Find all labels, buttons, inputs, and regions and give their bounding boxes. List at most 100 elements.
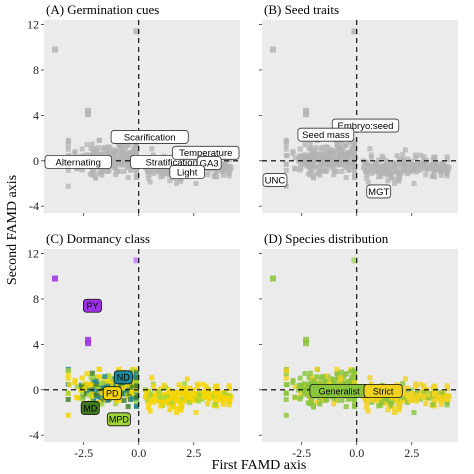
data-point: [181, 399, 186, 404]
data-point: [344, 175, 349, 180]
y-axis-title: Second FAMD axis: [5, 175, 20, 285]
data-point: [284, 397, 289, 402]
data-point: [443, 168, 448, 173]
panel-2: (B) Seed traitsEmbryo:seedSeed massUNCMG…: [259, 2, 458, 216]
data-point: [285, 382, 290, 387]
data-point: [52, 276, 58, 282]
data-point: [97, 138, 102, 143]
data-point: [292, 166, 297, 171]
data-point: [392, 406, 397, 411]
data-point: [396, 406, 401, 411]
data-point: [365, 401, 370, 406]
data-point: [403, 376, 408, 381]
y-tick-label: 8: [33, 63, 39, 77]
data-point: [175, 393, 180, 398]
data-point: [158, 174, 163, 179]
panel-title: (A) Germination cues: [46, 2, 159, 17]
data-point: [182, 381, 187, 386]
data-point: [413, 384, 418, 389]
data-point: [369, 155, 374, 160]
point-label: Generalist: [319, 386, 361, 396]
data-point: [94, 379, 99, 384]
data-point: [195, 384, 200, 389]
data-point: [66, 376, 71, 381]
data-point: [126, 404, 131, 409]
data-point: [349, 374, 354, 379]
data-point: [343, 153, 348, 158]
data-point: [82, 386, 87, 391]
data-point: [438, 398, 443, 403]
data-point: [285, 153, 290, 158]
data-point: [126, 175, 131, 180]
data-point: [411, 410, 416, 415]
data-point: [73, 378, 78, 383]
data-point: [90, 371, 95, 376]
data-point: [376, 403, 381, 408]
data-point: [105, 169, 110, 174]
data-point: [422, 395, 427, 400]
data-point: [314, 145, 319, 150]
data-point: [67, 382, 72, 387]
data-point: [119, 162, 124, 167]
data-point: [166, 397, 171, 402]
data-point: [178, 406, 183, 411]
data-point: [151, 384, 156, 389]
data-point: [332, 167, 337, 172]
data-point: [94, 392, 99, 397]
data-point: [300, 386, 305, 391]
data-point: [408, 398, 413, 403]
x-tick-label: 2.5: [404, 446, 419, 460]
data-point: [292, 395, 297, 400]
data-point: [147, 401, 152, 406]
y-tick-label: -4: [29, 428, 39, 442]
data-point: [85, 111, 91, 117]
data-point: [413, 155, 418, 160]
data-point: [96, 145, 101, 150]
panel-title: (D) Species distribution: [264, 231, 389, 246]
data-point: [147, 172, 152, 177]
data-point: [380, 154, 385, 159]
data-point: [174, 406, 179, 411]
data-point: [311, 403, 316, 408]
y-tick-label: 12: [27, 247, 39, 261]
data-point: [120, 146, 125, 151]
data-point: [433, 162, 438, 167]
data-point: [66, 368, 71, 373]
data-point: [99, 173, 104, 178]
data-point: [66, 139, 71, 144]
panel-4: (D) Species distribution-2.5 0.0 2.5Genera…: [259, 231, 458, 460]
data-point: [220, 398, 225, 403]
panel-background: [44, 249, 240, 442]
data-point: [312, 150, 317, 155]
y-tick-label: 0: [33, 383, 39, 397]
x-tick-label: 2.5: [186, 446, 201, 460]
point-label: MPD: [109, 415, 130, 425]
data-point: [184, 392, 189, 397]
data-point: [144, 390, 149, 395]
data-point: [122, 398, 127, 403]
data-point: [86, 392, 91, 397]
data-point: [225, 397, 230, 402]
data-point: [174, 181, 179, 186]
data-point: [205, 401, 210, 406]
data-point: [423, 401, 428, 406]
data-point: [197, 393, 202, 398]
data-point: [148, 408, 153, 413]
data-point: [304, 163, 309, 168]
data-point: [96, 374, 101, 379]
data-point: [433, 391, 438, 396]
x-tick-label: 0.0: [131, 446, 146, 460]
data-point: [174, 410, 179, 415]
data-point: [66, 391, 71, 396]
data-point: [323, 169, 328, 174]
data-point: [376, 174, 381, 179]
data-point: [320, 145, 325, 150]
data-point: [90, 142, 95, 147]
point-label: Light: [177, 168, 198, 179]
data-point: [317, 152, 322, 157]
data-point: [162, 383, 167, 388]
data-point: [149, 375, 154, 380]
x-tick-label: 0.0: [349, 446, 364, 460]
data-point: [443, 397, 448, 402]
data-point: [303, 111, 309, 117]
